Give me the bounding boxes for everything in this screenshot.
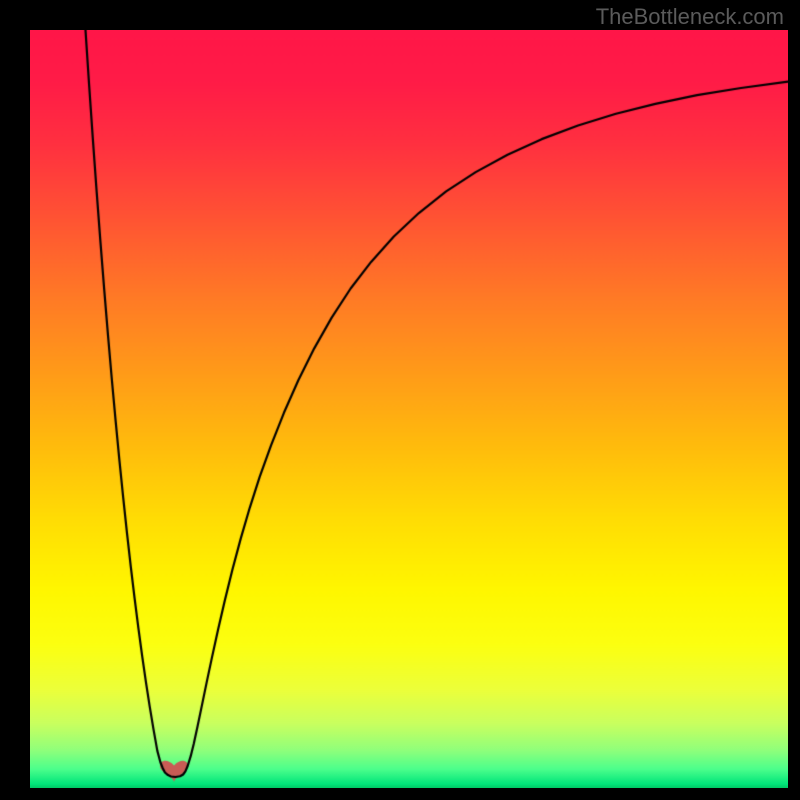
bottleneck-curve [30,30,788,788]
chart-stage: TheBottleneck.com [0,0,800,800]
plot-area [30,30,788,788]
watermark-text: TheBottleneck.com [596,4,784,30]
